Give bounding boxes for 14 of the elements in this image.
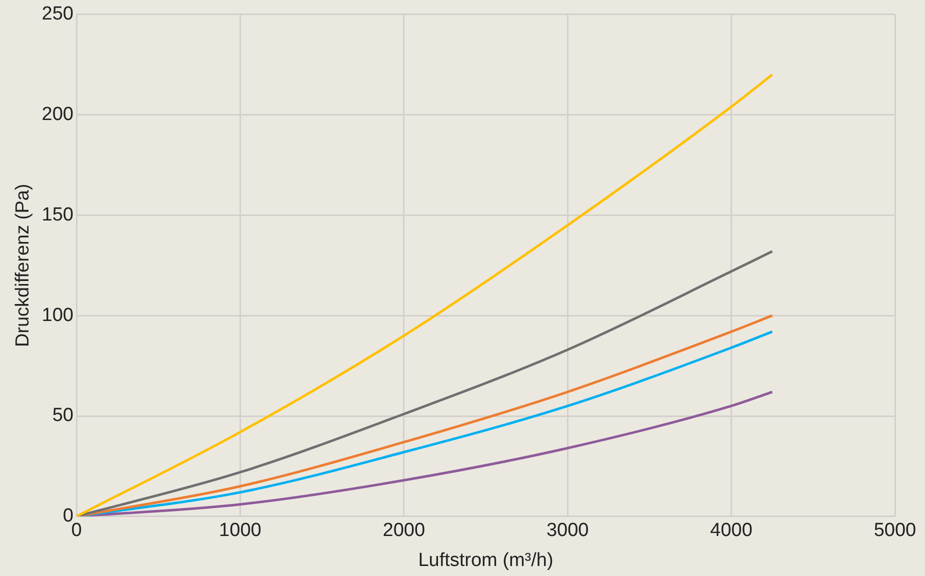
y-tick-label: 250 bbox=[42, 4, 74, 25]
x-tick-label: 2000 bbox=[382, 520, 426, 542]
line-series bbox=[76, 73, 774, 516]
y-tick-label: 50 bbox=[52, 405, 74, 426]
x-tick-label: 1000 bbox=[219, 520, 262, 542]
y-tick-label: 100 bbox=[42, 304, 74, 326]
y-axis-title: Druckdifferenz (Pa) bbox=[12, 184, 34, 348]
y-tick-label: 150 bbox=[42, 204, 74, 226]
y-tick-label: 0 bbox=[62, 506, 74, 527]
x-tick-label: 3000 bbox=[546, 520, 589, 542]
y-tick-label: 200 bbox=[42, 104, 74, 126]
x-tick-label: 5000 bbox=[874, 520, 916, 542]
x-tick-label: 4000 bbox=[710, 520, 752, 542]
x-axis-title: Luftstrom (m³/h) bbox=[418, 550, 554, 571]
